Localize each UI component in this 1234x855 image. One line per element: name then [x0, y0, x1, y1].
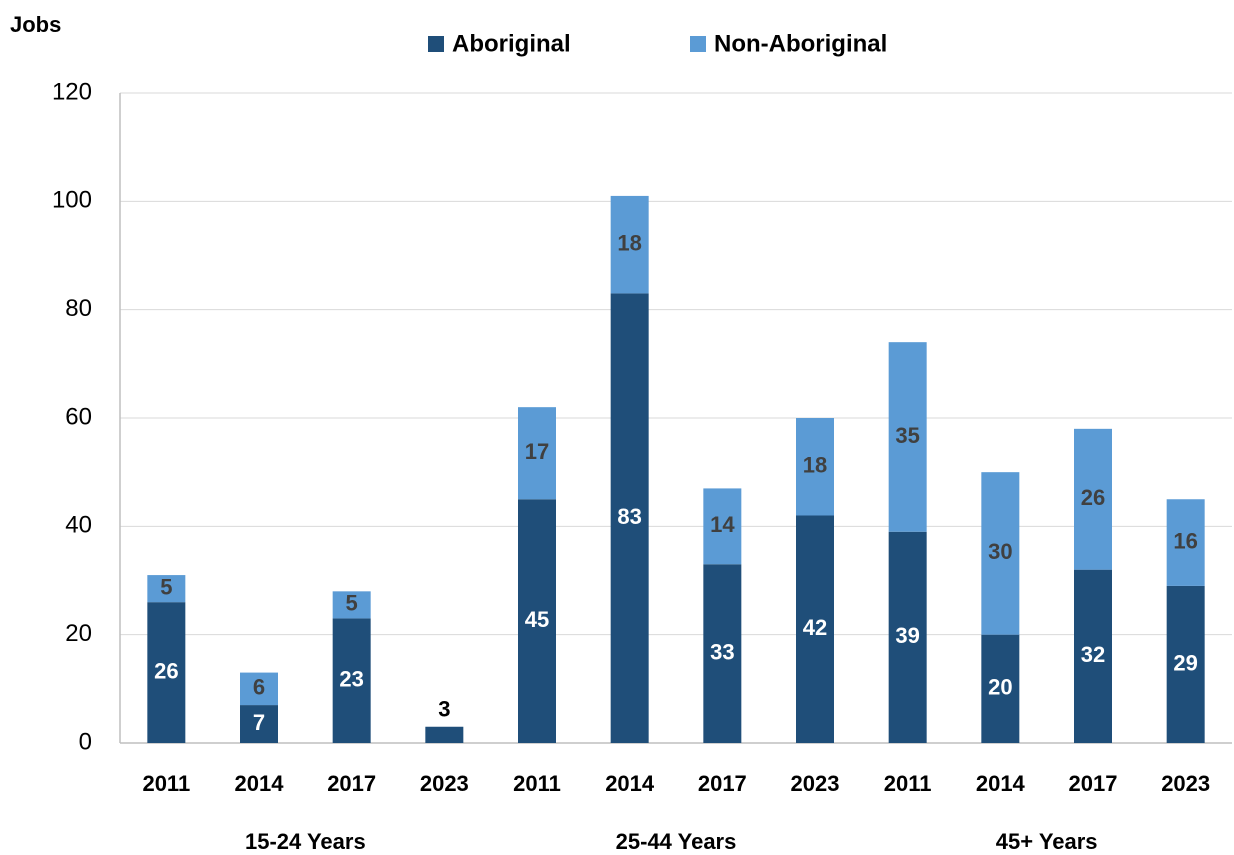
legend-swatch — [690, 36, 706, 52]
bar-segment — [1074, 428, 1112, 570]
bar-segment — [147, 602, 186, 743]
x-tick-label: 2023 — [1161, 771, 1210, 796]
bar-segment — [981, 472, 1020, 635]
data-label: 17 — [525, 439, 549, 464]
data-label: 30 — [988, 539, 1012, 564]
bar-segment — [796, 418, 834, 516]
x-tick-label: 2023 — [791, 771, 840, 796]
y-tick-label: 60 — [65, 403, 92, 430]
data-label: 26 — [154, 658, 178, 683]
y-tick-label: 0 — [79, 728, 92, 755]
y-tick-label: 120 — [52, 78, 92, 105]
bar-segment — [610, 195, 649, 294]
bar-segment — [796, 515, 834, 743]
data-label: 18 — [617, 230, 641, 255]
data-label: 6 — [253, 675, 265, 700]
bar-segment — [332, 618, 371, 743]
x-tick-label: 2014 — [976, 771, 1026, 796]
data-label: 16 — [1173, 528, 1197, 553]
x-tick-label: 2011 — [513, 771, 561, 796]
bar-segment — [703, 564, 742, 743]
data-label: 5 — [160, 574, 172, 599]
y-tick-label: 20 — [65, 620, 92, 647]
data-label: 18 — [803, 453, 827, 478]
legend-label: Non-Aboriginal — [714, 30, 887, 57]
bar-segment — [240, 672, 278, 706]
bar-segment — [518, 499, 556, 743]
bar-segment — [1166, 499, 1205, 586]
data-label: 33 — [710, 639, 734, 664]
x-tick-label: 2017 — [1069, 771, 1118, 796]
data-label: 20 — [988, 675, 1012, 700]
group-label: 45+ Years — [996, 829, 1098, 854]
x-tick-label: 2011 — [884, 771, 932, 796]
y-tick-label: 100 — [52, 187, 92, 214]
data-label: 39 — [895, 623, 919, 648]
data-label: 83 — [617, 504, 641, 529]
bar-segment — [703, 488, 742, 565]
data-label: 23 — [339, 667, 363, 692]
y-axis-label: Jobs — [10, 12, 61, 37]
bar-segment — [240, 705, 278, 743]
data-label: 35 — [895, 423, 919, 448]
data-label: 26 — [1081, 485, 1105, 510]
x-tick-label: 2023 — [420, 771, 469, 796]
bar-segment — [610, 293, 649, 743]
data-label: 3 — [438, 697, 450, 722]
x-tick-label: 2017 — [698, 771, 747, 796]
bar-segment — [1166, 585, 1205, 743]
bar-segment — [425, 726, 464, 743]
bar-segment — [888, 342, 927, 532]
bar-segment — [147, 575, 186, 603]
data-label: 5 — [346, 591, 358, 616]
bar-segment — [1074, 569, 1112, 743]
bar-segment — [518, 407, 556, 500]
bar-segment — [332, 591, 371, 619]
x-tick-label: 2014 — [605, 771, 655, 796]
data-label: 42 — [803, 615, 827, 640]
bar-segment — [888, 531, 927, 743]
group-label: 25-44 Years — [616, 829, 737, 854]
x-tick-label: 2014 — [235, 771, 285, 796]
data-label: 45 — [525, 607, 549, 632]
data-label: 32 — [1081, 642, 1105, 667]
legend-label: Aboriginal — [452, 30, 571, 57]
legend-swatch — [428, 36, 444, 52]
x-tick-label: 2017 — [327, 771, 376, 796]
bar-segment — [981, 634, 1020, 743]
y-tick-label: 80 — [65, 295, 92, 322]
y-tick-label: 40 — [65, 512, 92, 539]
x-tick-label: 2011 — [142, 771, 190, 796]
data-label: 29 — [1173, 650, 1197, 675]
data-label: 7 — [253, 710, 265, 735]
group-label: 15-24 Years — [245, 829, 366, 854]
data-label: 14 — [710, 512, 735, 537]
